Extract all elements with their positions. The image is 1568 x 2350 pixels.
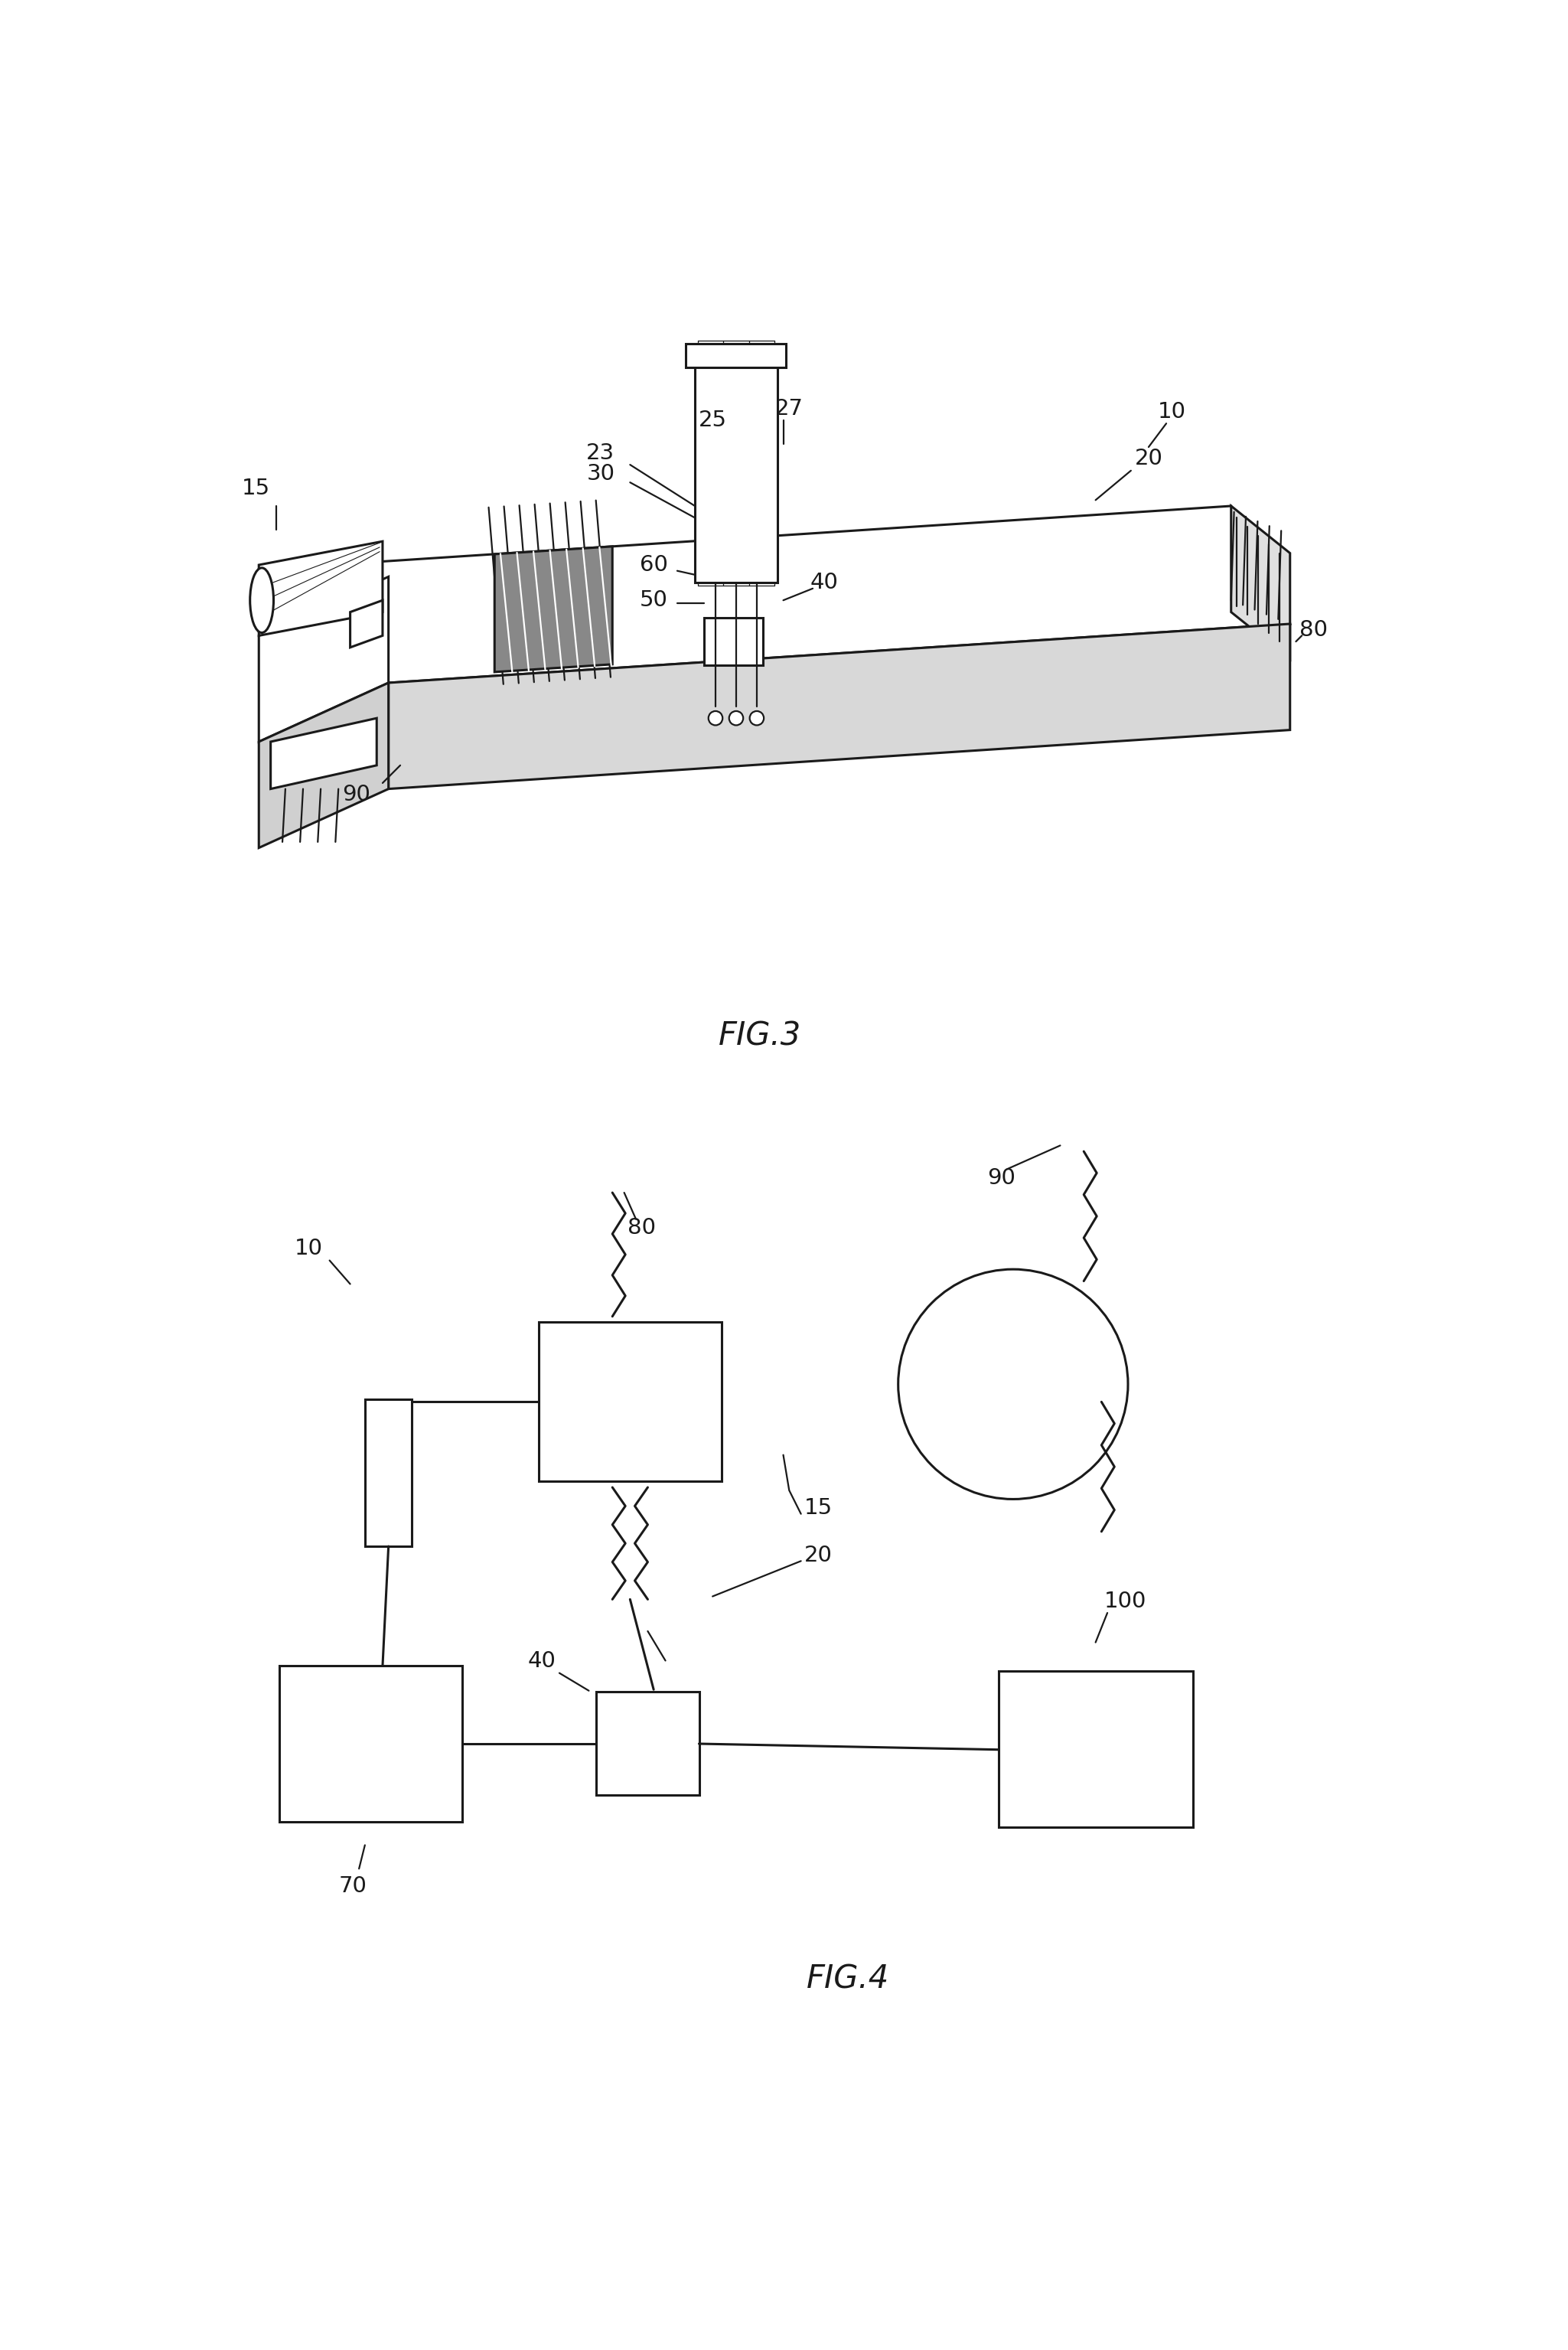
Text: 10: 10 (295, 1238, 323, 1260)
Polygon shape (259, 576, 389, 743)
Text: 30: 30 (586, 463, 615, 484)
FancyBboxPatch shape (279, 1666, 463, 1821)
Polygon shape (389, 623, 1290, 790)
Polygon shape (494, 548, 613, 672)
Text: 90: 90 (342, 785, 370, 806)
Text: 15: 15 (804, 1497, 833, 1518)
Text: 25: 25 (698, 409, 726, 432)
Polygon shape (350, 599, 383, 649)
Text: 27: 27 (775, 397, 803, 418)
Polygon shape (1231, 505, 1290, 660)
FancyBboxPatch shape (999, 1671, 1193, 1828)
Polygon shape (695, 350, 778, 583)
Text: 23: 23 (586, 442, 615, 463)
Circle shape (729, 712, 743, 726)
Text: 90: 90 (988, 1168, 1016, 1189)
Polygon shape (704, 618, 762, 665)
Circle shape (709, 712, 723, 726)
Text: 60: 60 (640, 555, 668, 576)
FancyBboxPatch shape (539, 1323, 721, 1481)
FancyBboxPatch shape (365, 1398, 412, 1546)
Text: 15: 15 (241, 477, 270, 498)
Text: 100: 100 (1104, 1591, 1146, 1612)
Circle shape (750, 712, 764, 726)
Text: 20: 20 (804, 1544, 833, 1565)
Text: 20: 20 (1135, 449, 1163, 470)
Text: FIG.3: FIG.3 (718, 1020, 801, 1053)
Text: 70: 70 (339, 1875, 367, 1896)
Text: 50: 50 (640, 590, 668, 611)
Text: 40: 40 (527, 1650, 555, 1671)
Circle shape (898, 1269, 1127, 1499)
FancyBboxPatch shape (596, 1692, 699, 1795)
Polygon shape (329, 505, 1290, 684)
Polygon shape (259, 540, 383, 635)
Text: 10: 10 (1159, 402, 1187, 423)
Polygon shape (687, 343, 786, 367)
Text: FIG.4: FIG.4 (806, 1965, 889, 1995)
Text: 80: 80 (1300, 618, 1328, 642)
Polygon shape (271, 719, 376, 790)
Polygon shape (259, 684, 389, 848)
Text: 40: 40 (811, 571, 839, 592)
Ellipse shape (249, 569, 273, 632)
Text: 80: 80 (627, 1217, 655, 1238)
